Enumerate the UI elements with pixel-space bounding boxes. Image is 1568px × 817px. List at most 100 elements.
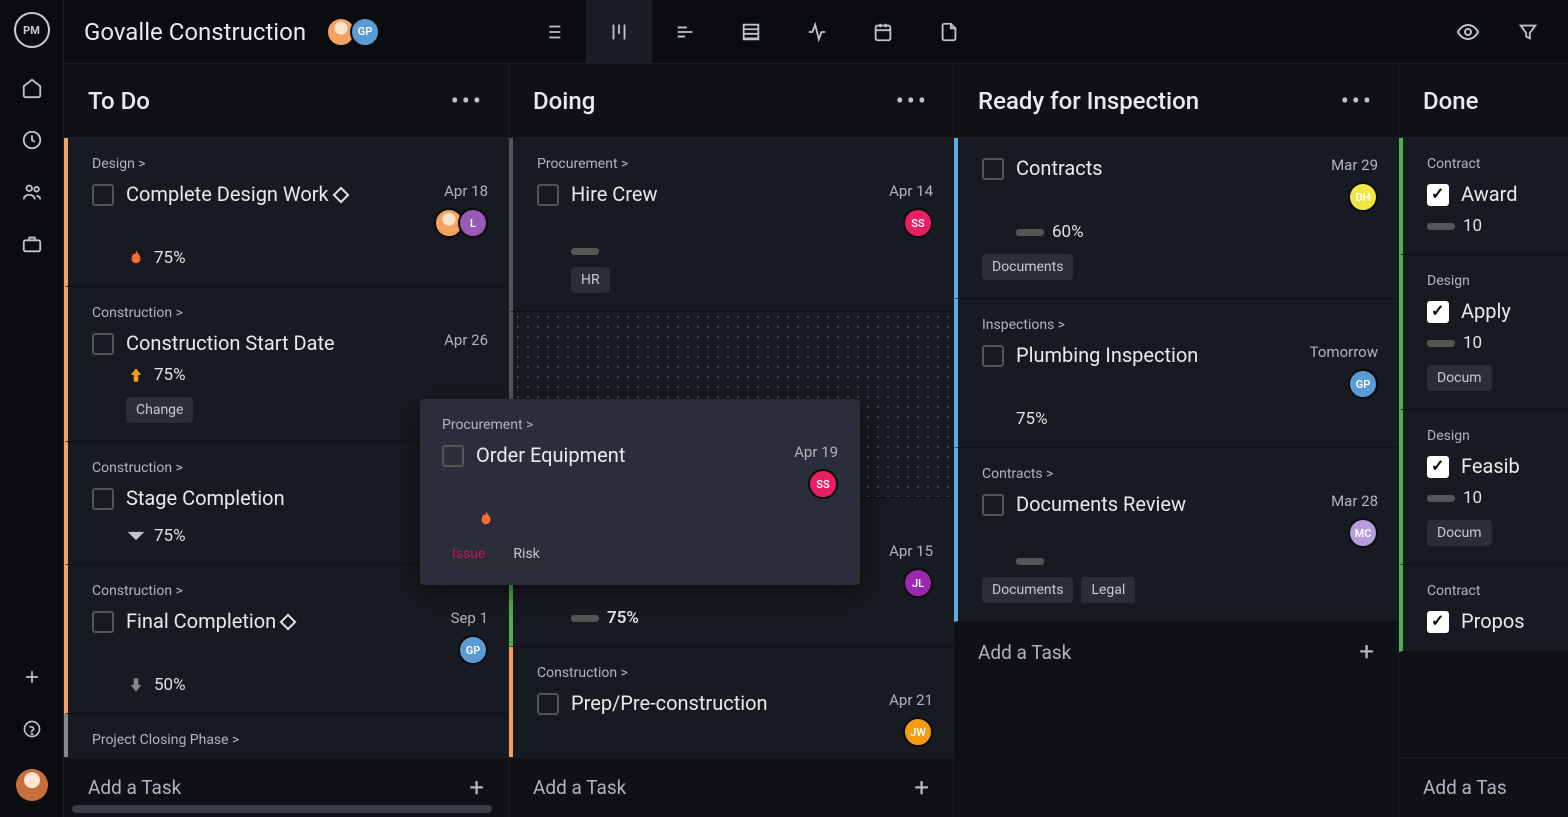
task-checkbox[interactable] [442,445,464,467]
avatar: JW [903,717,933,747]
task-card[interactable]: ContractPropos [1399,565,1568,652]
task-card[interactable]: Design >Complete Design WorkApr 18L75% [64,138,508,287]
task-title: Apply [1461,299,1568,323]
task-card[interactable]: DesignApply10Docum [1399,255,1568,410]
visibility-icon[interactable] [1448,12,1488,52]
calendar-view-icon[interactable] [850,0,916,64]
add-task-button[interactable]: Add a Task+ [509,757,953,817]
column-menu-icon[interactable]: ••• [1341,87,1374,115]
task-title: Prep/Pre-construction [571,691,877,715]
task-title: Documents Review [1016,492,1319,516]
column-menu-icon[interactable]: ••• [451,87,484,115]
task-card[interactable]: Project Closing Phase > [64,714,508,757]
task-date: Mar 29 [1331,156,1378,174]
task-card[interactable]: ContractsMar 29DH60%Documents [954,138,1398,299]
avatar: GP [1348,369,1378,399]
add-task-button[interactable]: Add a Tas+ [1399,757,1568,817]
task-checkbox[interactable] [1427,611,1449,633]
tag[interactable]: Risk [503,541,549,567]
card-breadcrumb: Construction > [537,665,933,681]
avatar: MC [1348,518,1378,548]
dragging-task-card[interactable]: Procurement >Order EquipmentApr 19SSIssu… [420,399,860,585]
task-title: Hire Crew [571,182,877,206]
avatar: DH [1348,182,1378,212]
gantt-view-icon[interactable] [652,0,718,64]
task-checkbox[interactable] [537,693,559,715]
clock-icon[interactable] [20,128,44,152]
card-breadcrumb: Design [1427,428,1568,444]
project-members[interactable]: GP [326,17,380,47]
task-percent: 50% [154,675,186,695]
task-checkbox[interactable] [92,611,114,633]
card-breadcrumb: Construction > [92,583,488,599]
avatar: JL [903,568,933,598]
column-title: Doing [533,87,595,115]
task-card[interactable]: Construction >Final CompletionSep 1GP50% [64,565,508,714]
list-view-icon[interactable] [520,0,586,64]
task-percent: 75% [607,608,639,628]
tag[interactable]: Docum [1427,365,1492,391]
task-card[interactable]: ContractAward10 [1399,138,1568,255]
add-icon[interactable] [20,665,44,689]
task-checkbox[interactable] [92,333,114,355]
task-percent: 75% [154,365,186,385]
horizontal-scrollbar[interactable] [72,805,492,813]
tag[interactable]: Docum [1427,520,1492,546]
task-date: Mar 28 [1331,492,1378,510]
task-checkbox[interactable] [537,184,559,206]
tag[interactable]: Documents [982,254,1073,280]
sheet-view-icon[interactable] [718,0,784,64]
card-breadcrumb: Procurement > [537,156,933,172]
task-title: Complete Design Work [126,182,422,206]
file-view-icon[interactable] [916,0,982,64]
task-card[interactable]: Contracts >Documents ReviewMar 28MCDocum… [954,448,1398,622]
user-avatar[interactable] [16,769,48,801]
progress-bar [571,248,599,255]
task-checkbox[interactable] [92,488,114,510]
task-date: Apr 21 [889,691,933,709]
task-percent: 75% [154,248,186,268]
task-card[interactable]: Procurement >Hire CrewApr 14SSHR [509,138,953,312]
avatar: GP [458,635,488,665]
task-checkbox[interactable] [982,158,1004,180]
task-card[interactable]: Inspections >Plumbing InspectionTomorrow… [954,299,1398,448]
task-title: Stage Completion [126,486,446,510]
task-checkbox[interactable] [1427,456,1449,478]
task-date: Apr 14 [889,182,933,200]
task-checkbox[interactable] [1427,184,1449,206]
tag[interactable]: Documents [982,577,1073,603]
task-title: Propos [1461,609,1568,633]
task-checkbox[interactable] [982,494,1004,516]
task-date: Sep 1 [451,609,488,627]
task-date: Apr 26 [444,331,488,349]
card-breadcrumb: Construction > [92,305,488,321]
task-percent: 60% [1052,222,1084,242]
help-icon[interactable] [20,717,44,741]
activity-view-icon[interactable] [784,0,850,64]
tag[interactable]: Issue [442,541,495,567]
add-task-button[interactable]: Add a Task+ [954,622,1398,682]
tag[interactable]: Legal [1081,577,1135,603]
avatar: L [458,208,488,238]
task-date: Apr 19 [794,443,838,461]
app-logo[interactable]: PM [14,12,50,48]
progress-bar [1016,229,1044,236]
briefcase-icon[interactable] [20,232,44,256]
home-icon[interactable] [20,76,44,100]
people-icon[interactable] [20,180,44,204]
column-title: Ready for Inspection [978,87,1199,115]
milestone-icon [280,614,297,631]
board-view-icon[interactable] [586,0,652,64]
task-title: Feasib [1461,454,1568,478]
card-breadcrumb: Design > [92,156,488,172]
tag[interactable]: Change [126,397,193,423]
task-card[interactable]: Construction > Prep/Pre-construction Apr 2… [509,647,953,757]
column-menu-icon[interactable]: ••• [896,87,929,115]
task-checkbox[interactable] [982,345,1004,367]
task-checkbox[interactable] [1427,301,1449,323]
card-breadcrumb: Inspections > [982,317,1378,333]
filter-icon[interactable] [1508,12,1548,52]
tag[interactable]: HR [571,267,610,293]
task-checkbox[interactable] [92,184,114,206]
task-card[interactable]: DesignFeasib10Docum [1399,410,1568,565]
